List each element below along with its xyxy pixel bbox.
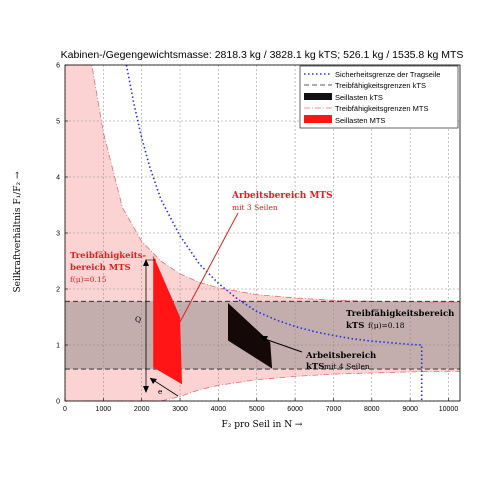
annotations: Arbeitsbereich MTS mit 3 Seilen Treibfäh… bbox=[70, 191, 454, 396]
x-axis-label: F₂ pro Seil in N → bbox=[222, 420, 303, 430]
annotation-treib-kts-mu: f(μ)=0.18 bbox=[368, 321, 405, 330]
mts-lower-limit bbox=[84, 370, 460, 402]
x-tick-label: 6000 bbox=[287, 406, 303, 413]
x-tick-label: 9000 bbox=[402, 406, 418, 413]
legend-entry-mts-loads: Seillasten MTS bbox=[304, 115, 385, 125]
y-tick-label: 6 bbox=[56, 63, 60, 70]
x-tick-label: 2000 bbox=[134, 406, 150, 413]
annotation-arrows bbox=[143, 212, 303, 397]
x-tick-label: 5000 bbox=[249, 406, 265, 413]
annotation-arbeitsbereich-kts: Arbeitsbereich bbox=[305, 351, 376, 361]
arrowhead-kts-range bbox=[260, 336, 268, 342]
legend-entry-kts-limits: Treibfähigkeitsgrenzen kTS bbox=[304, 81, 426, 90]
y-tick-label: 2 bbox=[56, 287, 60, 294]
dimension-q-head-top bbox=[143, 259, 149, 266]
x-axis-ticks: 0 1000 2000 3000 4000 5000 6000 7000 8000 9000 100… bbox=[63, 398, 458, 413]
x-tick-label: 1000 bbox=[96, 406, 112, 413]
x-tick-label: 7000 bbox=[326, 406, 342, 413]
y-tick-label: 1 bbox=[56, 343, 60, 350]
y-tick-label: 5 bbox=[56, 119, 60, 126]
annotation-arbeitsbereich-kts-sub: kTS bbox=[306, 362, 324, 372]
x-tick-label: 3000 bbox=[172, 406, 188, 413]
mts-upper-limit bbox=[84, 64, 460, 303]
annotation-treib-mts-sub: bereich MTS bbox=[70, 263, 131, 273]
legend-label: Seillasten kTS bbox=[335, 93, 383, 102]
dimension-q-head-bottom bbox=[143, 386, 149, 393]
legend: Sicherheitsgrenze der Tragseile Treibfäh… bbox=[299, 65, 459, 129]
kts-rope-loads bbox=[228, 303, 273, 369]
y-axis-ticks: 0 1 2 3 4 5 6 bbox=[56, 63, 68, 406]
legend-label: Treibfähigkeitsgrenzen kTS bbox=[335, 81, 426, 90]
annotation-arbeitsbereich-mts-sub: mit 3 Seilen bbox=[232, 203, 278, 212]
y-tick-label: 4 bbox=[56, 175, 60, 182]
legend-entry-mts-limits: Treibfähigkeitsgrenzen MTS bbox=[304, 104, 429, 113]
legend-label: Seillasten MTS bbox=[335, 116, 385, 125]
legend-label: Sicherheitsgrenze der Tragseile bbox=[335, 70, 440, 79]
annotation-e: e bbox=[158, 387, 163, 396]
annotation-treib-mts-mu: f(μ)=0.15 bbox=[70, 275, 107, 284]
x-tick-label: 4000 bbox=[211, 406, 227, 413]
y-tick-label: 0 bbox=[56, 399, 60, 406]
chart-title: Kabinen-/Gegengewichtsmasse: 2818.3 kg /… bbox=[61, 49, 464, 61]
legend-entry-kts-loads: Seillasten kTS bbox=[304, 93, 383, 102]
mts-rope-loads bbox=[153, 255, 182, 385]
arrow-mts-range bbox=[179, 212, 239, 323]
safety-limit-curve bbox=[125, 64, 423, 401]
legend-entry-safety: Sicherheitsgrenze der Tragseile bbox=[304, 70, 440, 79]
annotation-arbeitsbereich-kts-seile: mit 4 Seilen bbox=[324, 362, 370, 371]
arrow-kts-range bbox=[261, 337, 303, 353]
annotation-treib-mts: Treibfähigkeits- bbox=[70, 250, 147, 261]
dimension-e-head bbox=[150, 378, 157, 384]
annotation-arbeitsbereich-mts: Arbeitsbereich MTS bbox=[231, 191, 333, 201]
legend-label: Treibfähigkeitsgrenzen MTS bbox=[335, 104, 429, 113]
x-tick-label: 0 bbox=[63, 406, 67, 413]
y-tick-label: 3 bbox=[56, 231, 60, 238]
x-tick-label: 10000 bbox=[439, 406, 459, 413]
annotation-treib-kts: Treibfähigkeitsbereich bbox=[346, 308, 454, 319]
y-axis-label: Seilkraftverhältnis F₁/F₂ → bbox=[13, 171, 23, 292]
x-tick-label: 8000 bbox=[364, 406, 380, 413]
annotation-treib-kts-sub: kTS bbox=[346, 321, 364, 331]
annotation-q: Q bbox=[135, 315, 141, 324]
